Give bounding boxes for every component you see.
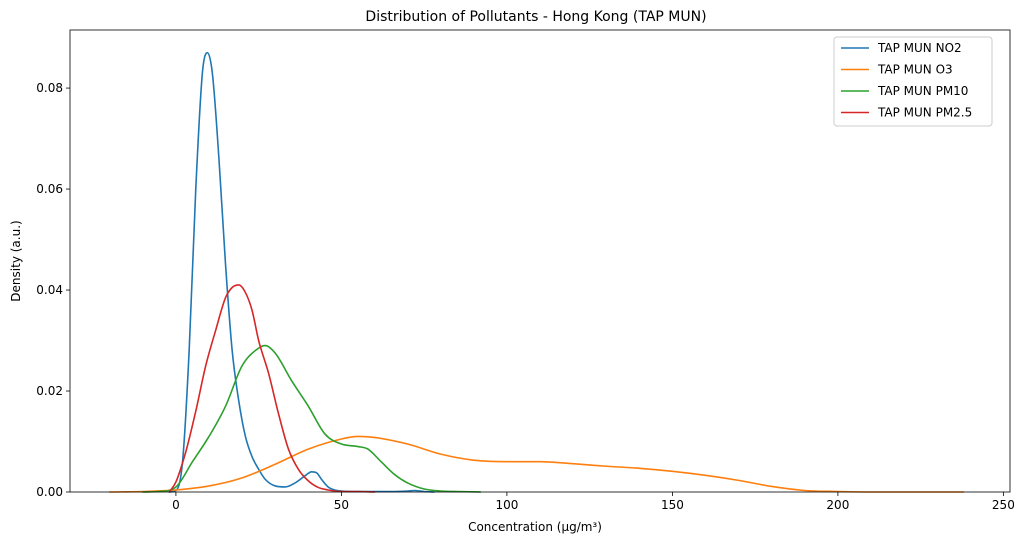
y-tick-label: 0.04 [36, 283, 63, 297]
x-tick-label: 0 [172, 498, 180, 512]
legend-label: TAP MUN NO2 [877, 41, 962, 55]
legend-label: TAP MUN PM2.5 [877, 106, 972, 120]
legend: TAP MUN NO2 TAP MUN O3 TAP MUN PM10 TAP MUN… [833, 36, 993, 127]
series-line-tap-mun-no2 [168, 51, 435, 493]
legend-label: TAP MUN O3 [877, 63, 953, 77]
y-tick-label: 0.02 [36, 384, 63, 398]
series-line-tap-mun-pm10 [142, 344, 482, 493]
y-axis-label: Density (a.u.) [9, 220, 23, 301]
legend-box [833, 36, 993, 127]
x-tick-label: 100 [495, 498, 518, 512]
series-lines [108, 51, 965, 493]
y-tick-label: 0.00 [36, 485, 63, 499]
x-tick-label: 250 [992, 498, 1015, 512]
series-line-tap-mun-o3 [108, 435, 965, 493]
y-axis-ticks: 0.00 0.02 0.04 0.06 0.08 [36, 81, 70, 499]
x-axis-ticks: 0 50 100 150 200 250 [172, 492, 1015, 512]
series-line-tap-mun-pm2-5 [168, 284, 376, 493]
x-tick-label: 150 [661, 498, 684, 512]
x-axis-label: Concentration (µg/m³) [468, 520, 602, 534]
legend-label: TAP MUN PM10 [877, 84, 968, 98]
x-tick-label: 50 [334, 498, 349, 512]
axes [69, 29, 1011, 493]
x-tick-label: 200 [826, 498, 849, 512]
y-tick-label: 0.06 [36, 182, 63, 196]
y-tick-label: 0.08 [36, 81, 63, 95]
plot-frame [69, 29, 1011, 493]
chart-title: Distribution of Pollutants - Hong Kong (… [365, 9, 706, 25]
